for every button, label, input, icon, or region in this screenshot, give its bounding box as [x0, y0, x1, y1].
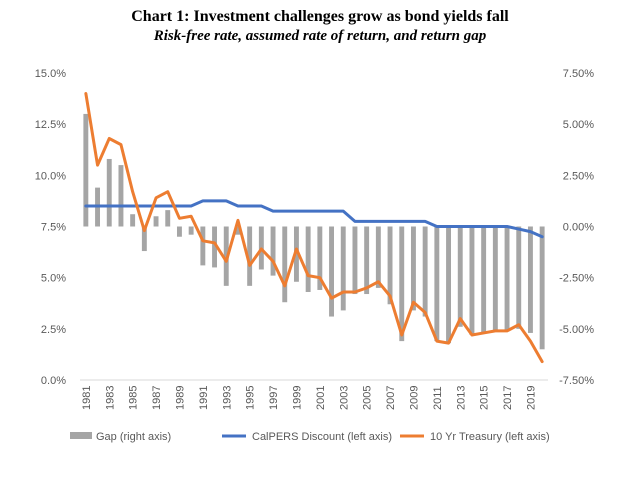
bar-gap-1991 — [200, 226, 206, 266]
left-axis-tick: 7.5% — [41, 222, 66, 234]
x-axis-tick: 1983 — [104, 386, 116, 410]
x-axis-tick: 1985 — [128, 386, 140, 410]
bar-gap-1989 — [176, 226, 182, 237]
bar-gap-2005 — [364, 226, 370, 295]
legend-label-gap: Gap (right axis) — [96, 431, 171, 443]
bar-gap-1987 — [153, 216, 159, 227]
x-axis-tick: 1995 — [245, 386, 257, 410]
x-axis-tick: 2015 — [479, 386, 491, 410]
x-axis-tick: 2019 — [526, 386, 538, 410]
right-axis-tick: 2.50% — [563, 170, 594, 182]
right-axis-tick: -2.50% — [559, 273, 594, 285]
right-axis-tick: -7.50% — [559, 375, 594, 387]
left-axis-tick: 0.0% — [41, 375, 66, 387]
bar-gap-2011 — [434, 226, 440, 342]
bar-gap-2004 — [352, 226, 358, 295]
x-axis-tick: 2007 — [385, 386, 397, 410]
line-10yr-treasury — [84, 91, 544, 364]
bar-gap-2014 — [469, 226, 475, 335]
line-calpers-discount — [84, 199, 544, 239]
right-axis-tick: 5.00% — [563, 119, 594, 131]
bar-gap-2016 — [492, 226, 498, 331]
x-axis-tick: 2003 — [338, 386, 350, 410]
bar-gap-2010 — [422, 226, 428, 317]
x-axis-tick: 2001 — [315, 386, 327, 410]
bar-gap-1999 — [293, 226, 299, 282]
bar-gap-2008 — [399, 226, 405, 342]
x-axis-tick: 2013 — [455, 386, 467, 410]
bar-gap-1985 — [130, 214, 136, 227]
x-axis-tick: 2009 — [408, 386, 420, 410]
bar-gap-2006 — [375, 226, 381, 288]
bar-gap-2001 — [317, 226, 323, 290]
x-axis-tick: 1989 — [174, 386, 186, 410]
right-axis-tick: 0.00% — [563, 222, 594, 234]
bar-gap-1994 — [235, 226, 241, 235]
right-axis-tick: 7.50% — [563, 68, 594, 80]
chart-title: Chart 1: Investment challenges grow as b… — [131, 8, 509, 25]
left-axis-tick: 5.0% — [41, 273, 66, 285]
right-axis-tick: -5.00% — [559, 324, 594, 336]
bar-gap-2002 — [329, 226, 334, 317]
bar-gap-2009 — [410, 226, 416, 311]
legend-label-treasury: 10 Yr Treasury (left axis) — [430, 431, 550, 443]
left-axis-tick: 12.5% — [35, 119, 66, 131]
bar-gap-2018 — [516, 226, 522, 329]
x-axis-tick: 2017 — [502, 386, 514, 410]
x-axis-tick: 1981 — [81, 386, 93, 410]
bar-gap-2007 — [387, 226, 393, 305]
x-axis-tick: 1987 — [151, 386, 163, 410]
bar-gap-2017 — [504, 226, 510, 331]
bar-gap-1995 — [247, 226, 253, 286]
bar-gap-1997 — [270, 226, 276, 276]
x-axis-tick: 1997 — [268, 386, 280, 410]
chart-subtitle: Risk-free rate, assumed rate of return, … — [153, 28, 487, 44]
bar-gap-1984 — [118, 165, 124, 227]
bar-gap-2000 — [305, 226, 311, 292]
bar-gap-1986 — [141, 226, 147, 252]
bar-gap-1988 — [165, 210, 171, 227]
bar-gap-1981 — [83, 113, 89, 227]
bar-gap-1998 — [282, 226, 288, 303]
bar-gap-1983 — [106, 158, 112, 227]
x-axis-tick: 2011 — [432, 386, 444, 410]
bar-gap-2013 — [457, 226, 463, 327]
bar-gap-1990 — [188, 226, 194, 235]
x-axis-tick: 1999 — [291, 386, 303, 410]
x-axis-tick: 1991 — [198, 386, 210, 410]
x-axis-tick: 2005 — [362, 386, 374, 410]
bar-gap-2020 — [539, 226, 545, 350]
bar-gap-2015 — [481, 226, 487, 333]
left-axis-tick: 2.5% — [41, 324, 66, 336]
x-axis-tick: 1993 — [221, 386, 233, 410]
legend-label-calpers: CalPERS Discount (left axis) — [252, 431, 392, 443]
left-axis-tick: 10.0% — [35, 170, 66, 182]
legend-swatch-gap — [70, 432, 92, 439]
bar-gap-2019 — [527, 226, 533, 333]
bar-gap-2012 — [446, 226, 451, 344]
left-axis-tick: 15.0% — [35, 68, 66, 80]
bar-gap-2003 — [340, 226, 346, 311]
bar-gap-1992 — [212, 226, 217, 268]
